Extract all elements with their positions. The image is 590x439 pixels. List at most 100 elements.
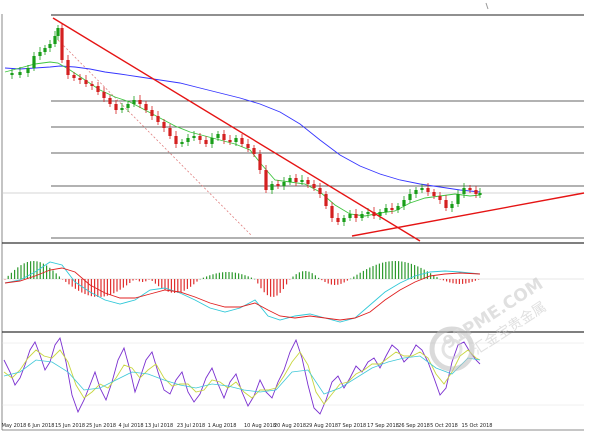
watermark: 91PME.COM 汇金宝贵金属	[429, 274, 549, 372]
macd-histogram-pane[interactable]	[2, 261, 584, 323]
macd-bar-negative	[276, 279, 278, 296]
bearish-candle	[102, 92, 106, 98]
bullish-candle	[210, 138, 214, 144]
macd-bar-positive	[353, 276, 355, 279]
macd-bar-negative	[62, 279, 64, 280]
bullish-candle	[300, 180, 304, 182]
slow-moving-average-line	[4, 65, 481, 193]
macd-bar-negative	[279, 279, 281, 293]
x-axis-tick-label: 23 Jul 2018	[177, 423, 205, 429]
macd-bar-negative	[126, 279, 128, 286]
bearish-candle	[72, 75, 76, 78]
macd-bar-positive	[30, 261, 32, 279]
bearish-candle	[306, 180, 310, 184]
watermark-logo-inner-icon	[441, 338, 463, 360]
bullish-candle	[186, 138, 190, 142]
bearish-candle	[354, 214, 358, 218]
macd-bar-positive	[362, 270, 364, 279]
macd-bar-negative	[167, 279, 169, 292]
bullish-candle	[26, 68, 30, 73]
bearish-candle	[444, 200, 448, 208]
descending-trendline[interactable]	[52, 17, 421, 242]
x-axis-tick-label: 4 Jul 2018	[118, 423, 143, 429]
ascending-support-trendline[interactable]	[351, 192, 585, 237]
macd-bar-positive	[199, 278, 201, 280]
bullish-candle	[18, 72, 22, 75]
bullish-candle	[180, 142, 184, 144]
bearish-candle	[438, 196, 442, 200]
macd-bar-negative	[474, 279, 476, 281]
macd-bar-negative	[174, 279, 176, 293]
bearish-candle	[426, 188, 430, 192]
x-axis-tick-label: 5 Oct 2018	[430, 423, 458, 429]
x-axis-tick-label: 7 Sep 2018	[338, 423, 367, 429]
macd-bar-positive	[7, 275, 9, 279]
bullish-candle	[348, 214, 352, 218]
macd-bar-positive	[202, 277, 204, 279]
bearish-candle	[204, 140, 208, 144]
macd-bar-positive	[417, 266, 419, 279]
x-axis-tick-label: 1 Aug 2018	[208, 423, 237, 429]
macd-bar-positive	[391, 261, 393, 279]
macd-bar-positive	[404, 262, 406, 279]
macd-bar-positive	[215, 273, 217, 279]
price-pane[interactable]	[2, 2, 585, 242]
dotted-trendline	[57, 39, 253, 237]
bearish-candle	[78, 78, 82, 80]
stochastic-oscillator-pane[interactable]	[2, 336, 584, 415]
bullish-candle	[366, 212, 370, 214]
macd-bar-negative	[132, 279, 134, 281]
macd-bar-negative	[321, 279, 323, 281]
macd-bar-negative	[263, 279, 265, 293]
macd-bar-positive	[302, 271, 304, 279]
macd-bar-positive	[212, 274, 214, 279]
bearish-candle	[156, 116, 160, 122]
stochastic-d-line	[3, 349, 481, 405]
bearish-candle	[66, 60, 70, 75]
watermark-logo-icon	[429, 326, 475, 372]
macd-bar-negative	[65, 279, 67, 282]
bearish-candle	[96, 86, 100, 92]
bearish-candle	[198, 136, 202, 140]
macd-bar-negative	[273, 279, 275, 297]
bearish-candle	[108, 98, 112, 104]
bullish-candle	[478, 193, 482, 195]
macd-bar-positive	[49, 267, 51, 279]
macd-bar-negative	[260, 279, 262, 289]
macd-bar-positive	[23, 263, 25, 279]
x-axis-tick-label: 13 Jul 2018	[145, 423, 173, 429]
bullish-candle	[270, 184, 274, 190]
bullish-candle	[414, 190, 418, 194]
macd-bar-positive	[378, 263, 380, 279]
macd-bar-negative	[462, 279, 464, 284]
bullish-candle	[408, 194, 412, 200]
macd-bar-negative	[439, 279, 441, 280]
macd-signal-red-line	[4, 267, 481, 321]
bearish-candle	[246, 144, 250, 148]
macd-bar-negative	[154, 279, 156, 284]
macd-bar-negative	[116, 279, 118, 292]
bearish-candle	[240, 138, 244, 144]
macd-signal-cyan-line	[4, 261, 481, 323]
macd-bar-negative	[110, 279, 112, 295]
macd-bar-positive	[39, 262, 41, 279]
macd-bar-negative	[449, 279, 451, 283]
macd-bar-negative	[286, 279, 288, 285]
macd-bar-positive	[20, 265, 22, 279]
bullish-candle	[132, 100, 136, 104]
macd-bar-positive	[14, 269, 16, 279]
macd-bar-negative	[340, 279, 342, 284]
bearish-candle	[324, 194, 328, 206]
bearish-candle	[150, 110, 154, 116]
macd-bar-positive	[58, 276, 60, 279]
macd-bar-positive	[305, 271, 307, 279]
bullish-candle	[402, 200, 406, 206]
macd-bar-positive	[33, 261, 35, 279]
macd-bar-negative	[90, 279, 92, 297]
bearish-candle	[432, 192, 436, 196]
macd-bar-negative	[337, 279, 339, 285]
bearish-candle	[390, 208, 394, 210]
bearish-candle	[468, 188, 472, 190]
macd-bar-positive	[244, 275, 246, 279]
